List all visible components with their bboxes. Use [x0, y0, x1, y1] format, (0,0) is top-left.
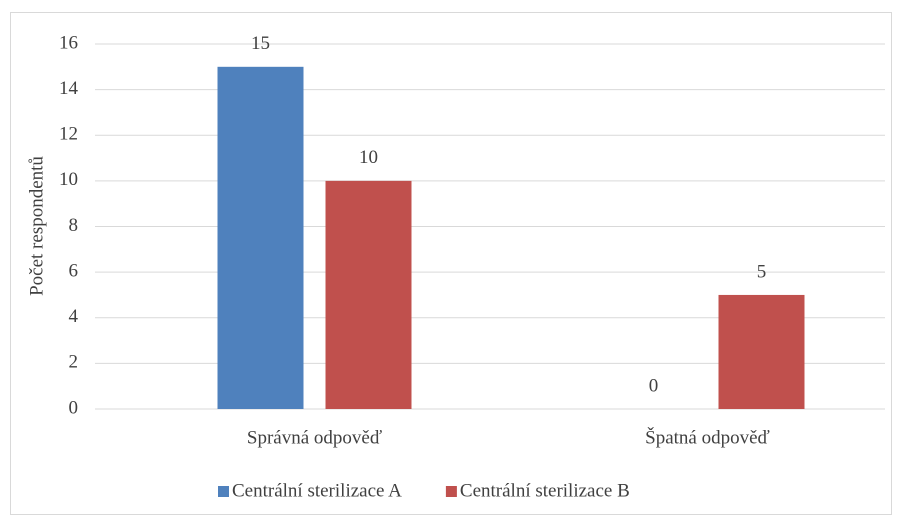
y-tick-label: 8 [69, 215, 79, 236]
data-label: 5 [757, 261, 767, 282]
bar [217, 66, 304, 409]
y-tick-label: 16 [59, 32, 78, 53]
data-label: 15 [251, 33, 270, 54]
data-label: 0 [649, 375, 659, 396]
y-tick-label: 0 [69, 397, 79, 418]
chart-border [10, 12, 892, 515]
bar [718, 294, 805, 409]
y-tick-label: 6 [69, 260, 79, 281]
y-tick-label: 12 [59, 124, 78, 145]
data-label: 10 [359, 147, 378, 168]
legend-label: Centrální sterilizace B [460, 480, 630, 501]
bar [325, 180, 412, 409]
y-tick-label: 2 [69, 352, 79, 373]
y-tick-label: 10 [59, 169, 78, 190]
legend-swatch [218, 486, 229, 497]
legend-swatch [445, 486, 457, 497]
y-axis-label: Počet respondentů [26, 156, 47, 296]
x-tick-label: Špatná odpověď [645, 426, 770, 448]
y-tick-label: 14 [59, 78, 79, 99]
legend-label: Centrální sterilizace A [232, 480, 402, 501]
x-tick-label: Správná odpověď [247, 427, 382, 448]
y-tick-label: 4 [69, 306, 79, 327]
